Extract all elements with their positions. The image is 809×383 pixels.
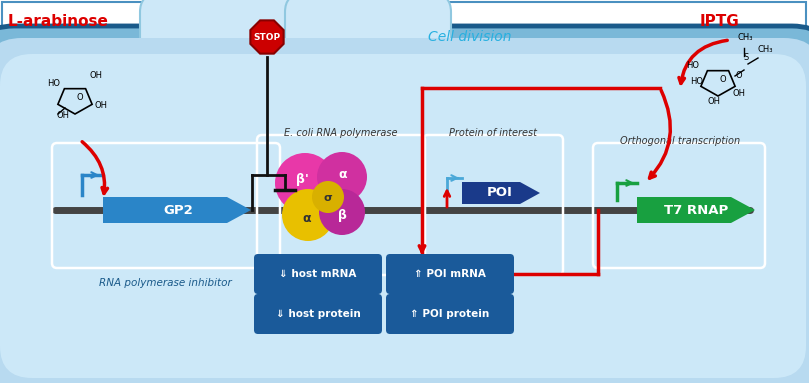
FancyArrow shape — [637, 197, 755, 223]
Text: OH: OH — [90, 71, 103, 80]
Circle shape — [317, 152, 367, 202]
Text: O: O — [736, 71, 743, 80]
FancyArrow shape — [103, 197, 251, 223]
Text: CH₃: CH₃ — [738, 33, 753, 42]
FancyBboxPatch shape — [386, 254, 514, 294]
FancyBboxPatch shape — [285, 0, 451, 75]
Text: RNA polymerase inhibitor: RNA polymerase inhibitor — [99, 278, 231, 288]
FancyBboxPatch shape — [254, 254, 382, 294]
FancyBboxPatch shape — [0, 38, 809, 383]
Text: β': β' — [295, 172, 308, 185]
FancyBboxPatch shape — [0, 26, 809, 383]
FancyBboxPatch shape — [386, 294, 514, 334]
Text: IPTG: IPTG — [700, 14, 740, 29]
Text: Cell division: Cell division — [428, 30, 512, 44]
Text: GP2: GP2 — [163, 203, 193, 216]
Circle shape — [312, 181, 344, 213]
Text: S: S — [744, 53, 749, 62]
Text: HO: HO — [690, 77, 703, 86]
Text: T7 RNAP: T7 RNAP — [664, 203, 728, 216]
Text: OH: OH — [733, 89, 746, 98]
Text: ⇑ POI mRNA: ⇑ POI mRNA — [414, 269, 486, 279]
Text: OH: OH — [57, 111, 70, 120]
Text: β: β — [337, 208, 346, 221]
Text: L-arabinose: L-arabinose — [8, 14, 109, 29]
Text: σ: σ — [324, 193, 332, 203]
Text: ⇓ host protein: ⇓ host protein — [276, 309, 360, 319]
Text: ⇓ host mRNA: ⇓ host mRNA — [279, 269, 357, 279]
Text: POI: POI — [487, 187, 513, 200]
Text: OH: OH — [95, 101, 108, 110]
FancyBboxPatch shape — [140, 0, 306, 75]
Text: α: α — [303, 211, 311, 224]
Text: HO: HO — [686, 61, 699, 70]
Text: HO: HO — [47, 79, 60, 88]
Text: OH: OH — [708, 97, 721, 106]
Text: STOP: STOP — [253, 33, 281, 41]
Text: Protein of interest: Protein of interest — [449, 128, 537, 138]
Circle shape — [319, 189, 365, 235]
Text: CH₃: CH₃ — [758, 45, 773, 54]
Circle shape — [275, 153, 335, 213]
Text: E. coli RNA polymerase: E. coli RNA polymerase — [284, 128, 398, 138]
Text: Orthogonal transcription: Orthogonal transcription — [620, 136, 740, 146]
Text: O: O — [77, 93, 83, 103]
Text: ⇑ POI protein: ⇑ POI protein — [410, 309, 489, 319]
Circle shape — [282, 189, 334, 241]
Text: O: O — [720, 75, 726, 85]
FancyBboxPatch shape — [0, 54, 806, 378]
Text: α: α — [339, 167, 347, 180]
FancyBboxPatch shape — [254, 294, 382, 334]
FancyArrow shape — [462, 182, 540, 204]
